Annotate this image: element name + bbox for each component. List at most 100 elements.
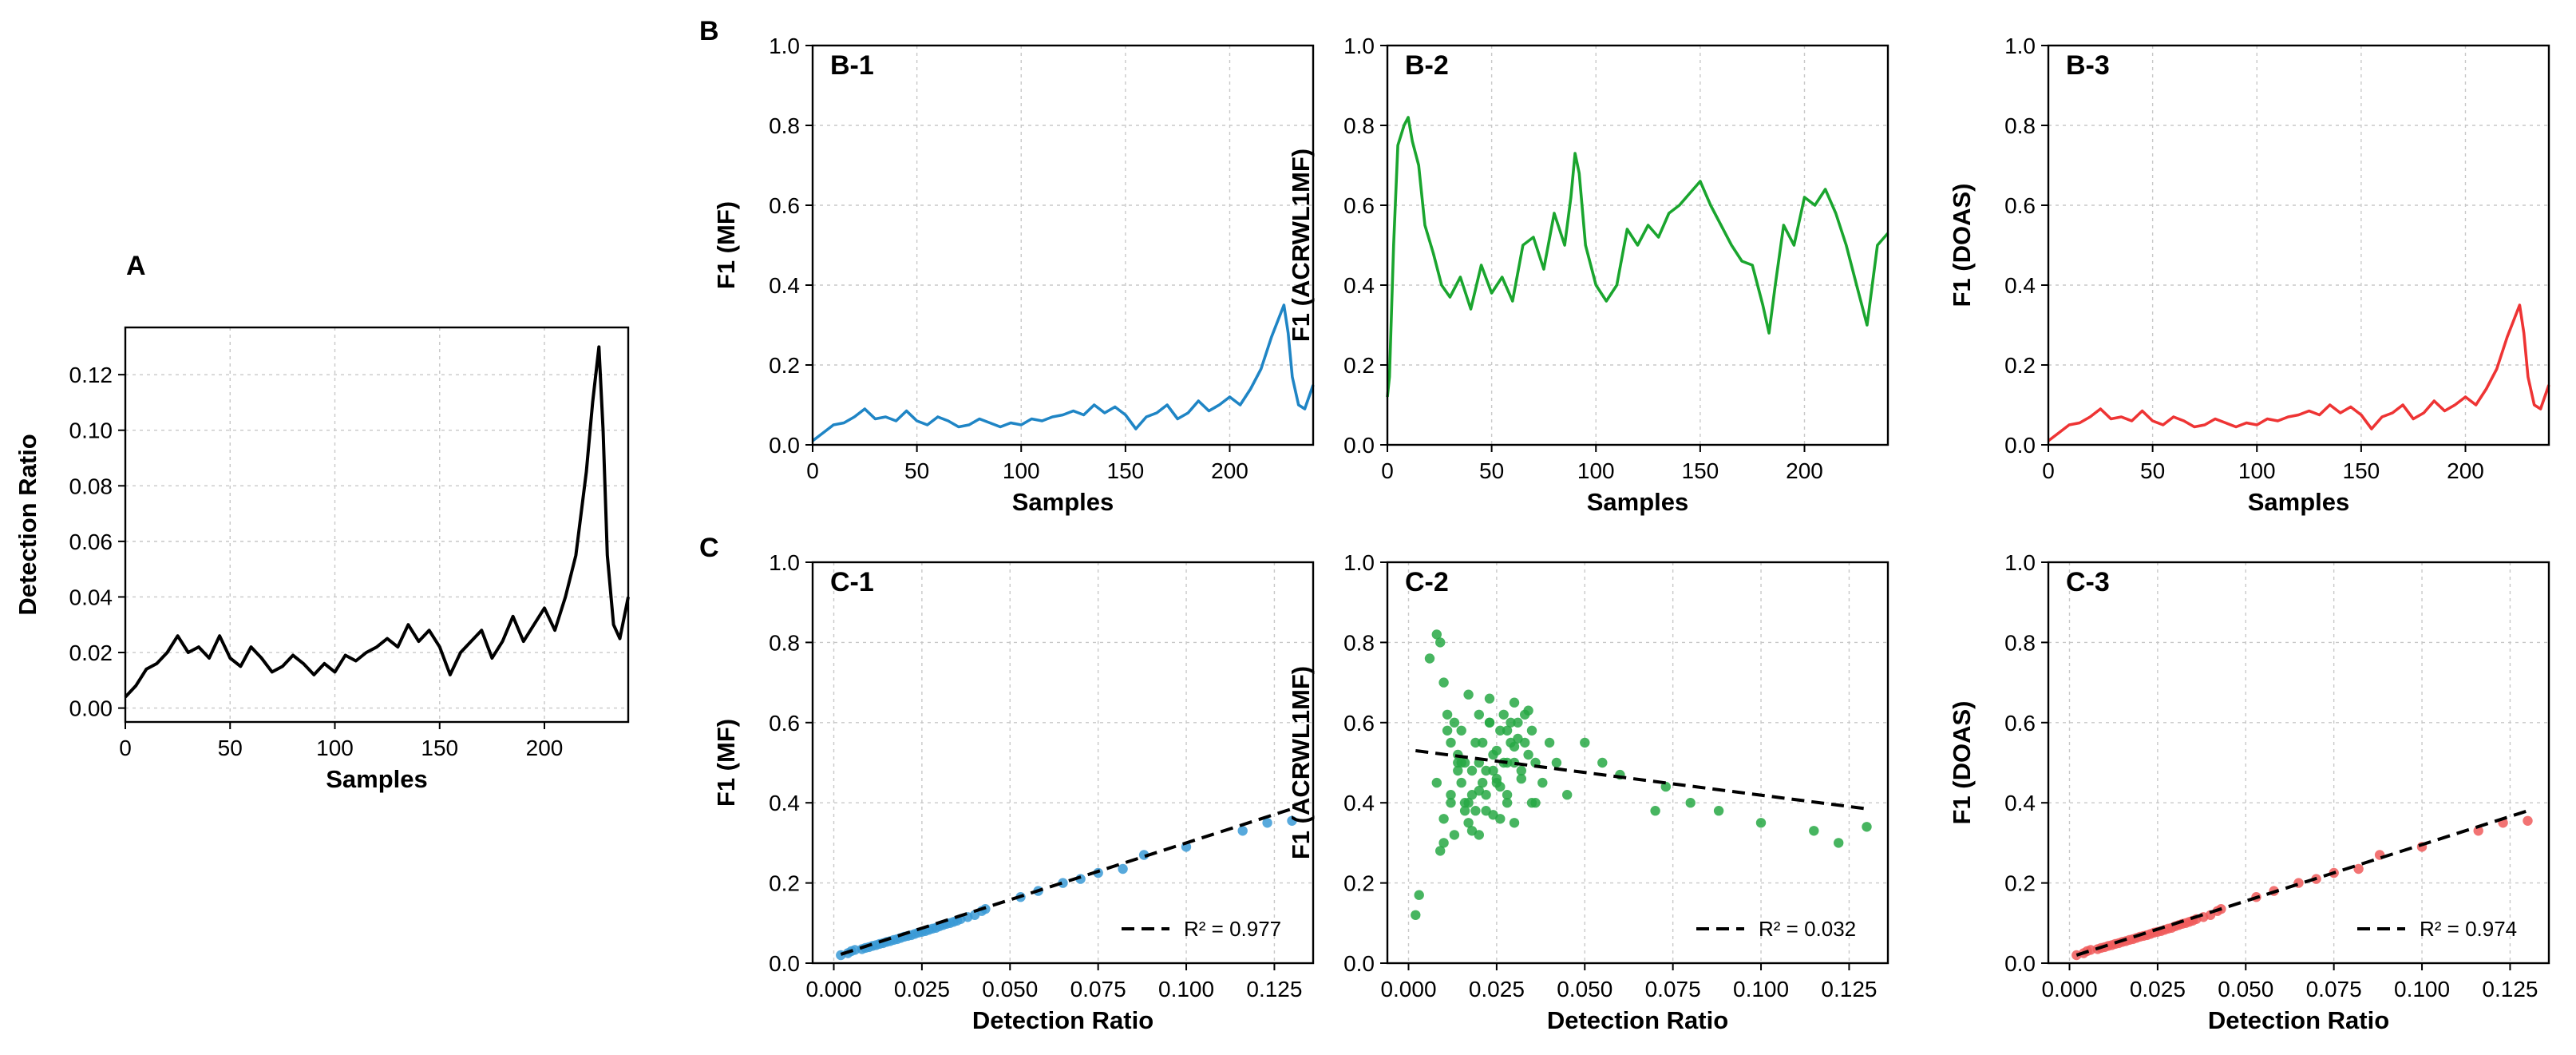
y-tick-label: 0.0 bbox=[1343, 433, 1375, 458]
scatter-point bbox=[1685, 798, 1696, 808]
plot-frame bbox=[1386, 44, 1889, 446]
scatter-point bbox=[1466, 765, 1478, 776]
x-tick-label: 0.050 bbox=[2218, 977, 2273, 1001]
scatter-point bbox=[1449, 717, 1460, 728]
y-axis-label: Detection Ratio bbox=[14, 434, 42, 615]
scatter-point bbox=[1446, 737, 1456, 748]
scatter-point bbox=[1544, 737, 1555, 748]
scatter-point bbox=[1755, 818, 1767, 828]
x-tick-label: 150 bbox=[1107, 458, 1145, 483]
x-tick-label: 0.025 bbox=[894, 977, 950, 1001]
y-tick-label: 0.08 bbox=[69, 474, 113, 498]
y-tick-label: 0.04 bbox=[69, 585, 113, 609]
scatter-point bbox=[1502, 790, 1513, 800]
y-axis-label: F1 (ACRWL1MF) bbox=[1287, 666, 1315, 859]
scatter-point bbox=[1463, 818, 1474, 828]
scatter-point bbox=[1513, 717, 1523, 728]
chart-c-1: R² = 0.977 0.000 0.025 0.050 0.075 0.100 0.125… bbox=[712, 550, 1315, 1034]
scatter-point bbox=[1449, 830, 1460, 840]
scatter-point bbox=[1463, 689, 1474, 700]
scatter-point bbox=[1498, 709, 1509, 720]
scatter-point bbox=[1580, 737, 1590, 748]
x-axis-label: Samples bbox=[2248, 488, 2350, 516]
subplot-title: B-1 bbox=[830, 50, 874, 81]
plot-frame bbox=[2047, 44, 2550, 446]
x-tick-label: 150 bbox=[1682, 458, 1719, 483]
x-tick-label: 0.000 bbox=[1380, 977, 1436, 1001]
x-axis-label: Detection Ratio bbox=[2208, 1006, 2389, 1034]
y-tick-label: 0.8 bbox=[1343, 113, 1375, 138]
y-tick-label: 0.12 bbox=[69, 363, 113, 387]
x-tick-label: 0 bbox=[2042, 458, 2055, 483]
scatter-point bbox=[1495, 725, 1506, 736]
x-tick-label: 0.100 bbox=[1733, 977, 1789, 1001]
x-tick-label: 0.000 bbox=[805, 977, 861, 1001]
scatter-point bbox=[1424, 653, 1435, 664]
plot-frame bbox=[124, 326, 630, 724]
scatter-point bbox=[1470, 737, 1481, 748]
x-tick-label: 200 bbox=[1786, 458, 1823, 483]
x-tick-label: 0.050 bbox=[982, 977, 1038, 1001]
scatter-point bbox=[1597, 757, 1608, 768]
scatter-point bbox=[1474, 709, 1485, 720]
series-line-a bbox=[124, 345, 630, 699]
plot-frame bbox=[2047, 561, 2550, 965]
y-tick-label: 1.0 bbox=[2004, 34, 2036, 58]
scatter-point bbox=[1809, 826, 1819, 836]
scatter-point bbox=[1456, 777, 1466, 788]
y-tick-label: 0.6 bbox=[2004, 193, 2036, 218]
y-tick-label: 1.0 bbox=[1343, 550, 1375, 575]
subplot-title: C-1 bbox=[830, 567, 874, 597]
scatter-point bbox=[1262, 818, 1272, 828]
y-tick-label: 0.4 bbox=[769, 273, 800, 298]
series-line-b-3 bbox=[2047, 303, 2550, 442]
scatter-point bbox=[1484, 693, 1495, 704]
x-tick-label: 50 bbox=[218, 736, 243, 760]
scatter-point bbox=[1431, 777, 1442, 788]
subplot-title: B-2 bbox=[1405, 50, 1449, 81]
scatter-point bbox=[1502, 725, 1513, 736]
panel-letter-b: B bbox=[699, 16, 719, 46]
chart-b-2: 0 50 100 150 200 0.0 0.2 0.4 0.6 0.8 1.0 Samples F1 … bbox=[1287, 34, 1889, 516]
y-tick-label: 0.02 bbox=[69, 641, 113, 665]
x-tick-label: 0.125 bbox=[2482, 977, 2538, 1001]
x-axis-label: Detection Ratio bbox=[972, 1006, 1153, 1034]
scatter-point bbox=[1237, 826, 1248, 836]
y-tick-label: 0.4 bbox=[769, 791, 800, 815]
y-tick-label: 0.2 bbox=[769, 871, 800, 896]
y-axis-label: F1 (DOAS) bbox=[1948, 184, 1976, 307]
scatter-point bbox=[1660, 781, 1671, 792]
x-tick-label: 200 bbox=[2447, 458, 2484, 483]
y-tick-label: 0.8 bbox=[769, 113, 800, 138]
x-tick-label: 150 bbox=[421, 736, 458, 760]
x-tick-label: 0.000 bbox=[2041, 977, 2097, 1001]
scatter-point bbox=[1488, 765, 1498, 776]
y-tick-label: 0.0 bbox=[2004, 951, 2036, 976]
panel-letter-a: A bbox=[126, 251, 146, 281]
x-tick-label: 0.100 bbox=[1158, 977, 1214, 1001]
y-axis-label: F1 (MF) bbox=[712, 719, 740, 807]
x-axis-label: Samples bbox=[326, 765, 428, 793]
scatter-point bbox=[1491, 745, 1502, 756]
x-tick-label: 0 bbox=[806, 458, 819, 483]
scatter-point bbox=[1509, 741, 1520, 752]
x-tick-label: 0.075 bbox=[1070, 977, 1126, 1001]
subplot-title: C-3 bbox=[2066, 567, 2110, 597]
scatter-point bbox=[1516, 765, 1527, 776]
scatter-point bbox=[1509, 697, 1520, 708]
x-tick-label: 50 bbox=[2140, 458, 2165, 483]
y-tick-label: 1.0 bbox=[2004, 550, 2036, 575]
y-tick-label: 0.6 bbox=[769, 193, 800, 218]
y-tick-label: 0.6 bbox=[769, 711, 800, 736]
y-tick-label: 0.4 bbox=[2004, 791, 2036, 815]
scatter-point bbox=[1562, 790, 1573, 800]
scatter-point bbox=[1474, 830, 1485, 840]
y-tick-label: 0.8 bbox=[1343, 630, 1375, 655]
y-axis-label: F1 (DOAS) bbox=[1948, 701, 1976, 825]
scatter-point bbox=[1459, 806, 1470, 816]
y-tick-label: 0.0 bbox=[1343, 951, 1375, 976]
x-tick-label: 150 bbox=[2343, 458, 2380, 483]
scatter-point bbox=[1481, 806, 1491, 816]
x-tick-label: 200 bbox=[1211, 458, 1248, 483]
